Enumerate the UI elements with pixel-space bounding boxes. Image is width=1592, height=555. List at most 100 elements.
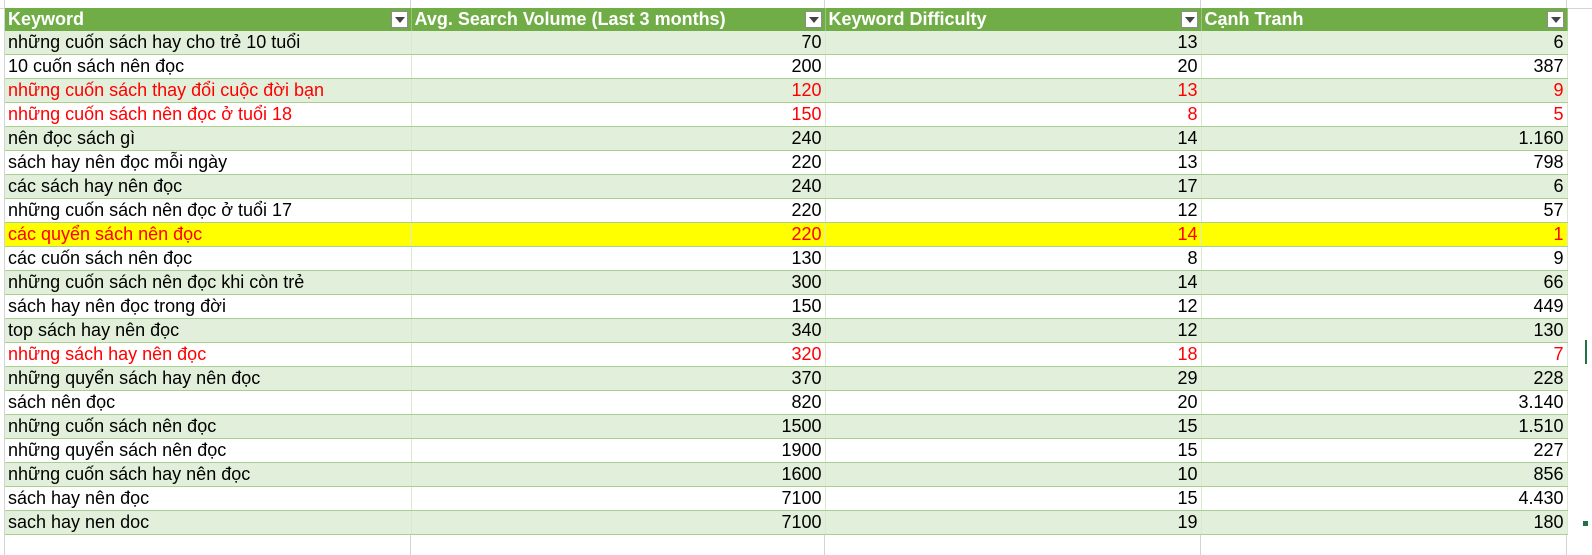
header-label: Avg. Search Volume (Last 3 months) xyxy=(414,9,726,29)
competition-cell[interactable]: 130 xyxy=(1201,318,1568,343)
competition-cell[interactable]: 6 xyxy=(1201,174,1568,199)
search-volume-cell[interactable]: 300 xyxy=(411,270,826,295)
competition-cell[interactable]: 856 xyxy=(1201,462,1568,487)
difficulty-cell[interactable]: 8 xyxy=(825,246,1202,271)
search-volume-cell[interactable]: 340 xyxy=(411,318,826,343)
search-volume-cell[interactable]: 7100 xyxy=(411,510,826,535)
search-volume-cell[interactable]: 130 xyxy=(411,246,826,271)
difficulty-cell[interactable]: 15 xyxy=(825,486,1202,511)
difficulty-cell[interactable]: 14 xyxy=(825,126,1202,151)
keyword-cell[interactable]: những cuốn sách nên đọc khi còn trẻ xyxy=(5,270,412,295)
competition-cell[interactable]: 180 xyxy=(1201,510,1568,535)
keyword-cell[interactable]: sách hay nên đọc xyxy=(5,486,412,511)
keyword-cell[interactable]: các sách hay nên đọc xyxy=(5,174,412,199)
search-volume-cell[interactable]: 240 xyxy=(411,126,826,151)
search-volume-cell[interactable]: 1600 xyxy=(411,462,826,487)
difficulty-cell[interactable]: 12 xyxy=(825,198,1202,223)
competition-cell[interactable]: 9 xyxy=(1201,78,1568,103)
search-volume-cell[interactable]: 150 xyxy=(411,102,826,127)
competition-cell[interactable]: 9 xyxy=(1201,246,1568,271)
competition-cell[interactable]: 3.140 xyxy=(1201,390,1568,415)
keyword-cell[interactable]: những cuốn sách hay cho trẻ 10 tuổi xyxy=(5,31,412,55)
keyword-cell[interactable]: những cuốn sách nên đọc ở tuổi 17 xyxy=(5,198,412,223)
keyword-cell[interactable]: những cuốn sách nên đọc ở tuổi 18 xyxy=(5,102,412,127)
keyword-cell[interactable]: sach hay nen doc xyxy=(5,510,412,535)
search-volume-cell[interactable]: 320 xyxy=(411,342,826,367)
table-row: những cuốn sách hay nên đọc 1600 10 856 xyxy=(5,462,1568,487)
search-volume-cell[interactable]: 150 xyxy=(411,294,826,319)
competition-cell[interactable]: 449 xyxy=(1201,294,1568,319)
keyword-cell[interactable]: các quyển sách nên đọc xyxy=(5,222,412,247)
difficulty-cell[interactable]: 13 xyxy=(825,78,1202,103)
table-row: sách hay nên đọc 7100 15 4.430 xyxy=(5,486,1568,511)
header-keyword[interactable]: Keyword xyxy=(5,8,412,31)
search-volume-cell[interactable]: 7100 xyxy=(411,486,826,511)
difficulty-cell[interactable]: 14 xyxy=(825,222,1202,247)
difficulty-cell[interactable]: 12 xyxy=(825,294,1202,319)
difficulty-cell[interactable]: 14 xyxy=(825,270,1202,295)
keyword-cell[interactable]: những quyển sách nên đọc xyxy=(5,438,412,463)
keyword-cell[interactable]: những cuốn sách thay đổi cuộc đời bạn xyxy=(5,78,412,103)
header-competition[interactable]: Cạnh Tranh xyxy=(1201,8,1568,31)
search-volume-cell[interactable]: 220 xyxy=(411,198,826,223)
difficulty-cell[interactable]: 13 xyxy=(825,150,1202,175)
competition-cell[interactable]: 228 xyxy=(1201,366,1568,391)
competition-cell[interactable]: 57 xyxy=(1201,198,1568,223)
filter-dropdown-icon[interactable] xyxy=(390,11,408,28)
keyword-cell[interactable]: sách nên đọc xyxy=(5,390,412,415)
difficulty-cell[interactable]: 8 xyxy=(825,102,1202,127)
keyword-cell[interactable]: những cuốn sách nên đọc xyxy=(5,414,412,439)
difficulty-cell[interactable]: 18 xyxy=(825,342,1202,367)
difficulty-cell[interactable]: 10 xyxy=(825,462,1202,487)
competition-cell[interactable]: 1 xyxy=(1201,222,1568,247)
search-volume-cell[interactable]: 370 xyxy=(411,366,826,391)
competition-cell[interactable]: 7 xyxy=(1201,342,1568,367)
competition-cell[interactable]: 66 xyxy=(1201,270,1568,295)
competition-cell[interactable]: 5 xyxy=(1201,102,1568,127)
header-keyword-difficulty[interactable]: Keyword Difficulty xyxy=(825,8,1202,31)
filter-dropdown-icon[interactable] xyxy=(1180,11,1198,28)
keyword-cell[interactable]: sách hay nên đọc trong đời xyxy=(5,294,412,319)
competition-cell[interactable]: 4.430 xyxy=(1201,486,1568,511)
filter-dropdown-icon[interactable] xyxy=(804,11,822,28)
keyword-cell[interactable]: top sách hay nên đọc xyxy=(5,318,412,343)
keyword-cell[interactable]: những quyển sách hay nên đọc xyxy=(5,366,412,391)
search-volume-cell[interactable]: 1500 xyxy=(411,414,826,439)
difficulty-cell[interactable]: 12 xyxy=(825,318,1202,343)
competition-cell[interactable]: 387 xyxy=(1201,54,1568,79)
keyword-cell[interactable]: những cuốn sách hay nên đọc xyxy=(5,462,412,487)
search-volume-cell[interactable]: 200 xyxy=(411,54,826,79)
difficulty-cell[interactable]: 29 xyxy=(825,366,1202,391)
keyword-cell[interactable]: nên đọc sách gì xyxy=(5,126,412,151)
keyword-cell[interactable]: những sách hay nên đọc xyxy=(5,342,412,367)
difficulty-cell[interactable]: 15 xyxy=(825,438,1202,463)
search-volume-cell[interactable]: 820 xyxy=(411,390,826,415)
filter-dropdown-icon[interactable] xyxy=(1546,11,1564,28)
difficulty-cell[interactable]: 19 xyxy=(825,510,1202,535)
table-row: các cuốn sách nên đọc 130 8 9 xyxy=(5,246,1568,271)
competition-cell[interactable]: 1.160 xyxy=(1201,126,1568,151)
competition-cell[interactable]: 798 xyxy=(1201,150,1568,175)
keyword-cell[interactable]: các cuốn sách nên đọc xyxy=(5,246,412,271)
search-volume-cell[interactable]: 220 xyxy=(411,150,826,175)
competition-cell[interactable]: 6 xyxy=(1201,31,1568,55)
difficulty-cell[interactable]: 17 xyxy=(825,174,1202,199)
search-volume-cell[interactable]: 240 xyxy=(411,174,826,199)
competition-cell[interactable]: 1.510 xyxy=(1201,414,1568,439)
search-volume-cell[interactable]: 1900 xyxy=(411,438,826,463)
search-volume-cell[interactable]: 220 xyxy=(411,222,826,247)
search-volume-cell[interactable]: 120 xyxy=(411,78,826,103)
header-search-volume[interactable]: Avg. Search Volume (Last 3 months) xyxy=(411,8,826,31)
difficulty-cell[interactable]: 15 xyxy=(825,414,1202,439)
table-resize-handle[interactable] xyxy=(1583,521,1588,526)
table-row: những cuốn sách hay cho trẻ 10 tuổi 70 13 6 xyxy=(5,31,1568,55)
difficulty-cell[interactable]: 20 xyxy=(825,390,1202,415)
difficulty-cell[interactable]: 20 xyxy=(825,54,1202,79)
search-volume-cell[interactable]: 70 xyxy=(411,31,826,55)
competition-cell[interactable]: 227 xyxy=(1201,438,1568,463)
keyword-cell[interactable]: 10 cuốn sách nên đọc xyxy=(5,54,412,79)
table-row: những sách hay nên đọc 320 18 7 xyxy=(5,342,1568,367)
difficulty-cell[interactable]: 13 xyxy=(825,31,1202,55)
keyword-cell[interactable]: sách hay nên đọc mỗi ngày xyxy=(5,150,412,175)
